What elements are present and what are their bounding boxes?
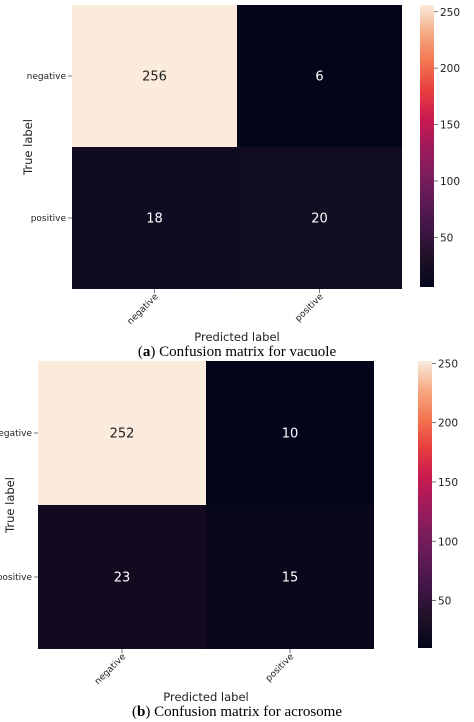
colorbar (420, 5, 434, 287)
colorbar-tick-label-150: 150 (438, 477, 458, 489)
colorbar-tick-label-100: 100 (438, 536, 458, 548)
cell-value-positive-positive: 20 (311, 212, 328, 227)
y-tick-label-negative: negative (0, 429, 32, 439)
heatmap-cell-positive-negative (38, 505, 206, 649)
x-tick-label-positive: positive (294, 292, 326, 324)
confusion-matrix-panel-b: 252 10 23 15 negative positive negative positiv… (0, 358, 458, 720)
cell-value-positive-positive: 15 (282, 571, 299, 586)
x-tick-label-negative: negative (93, 652, 128, 687)
x-axis-title: Predicted label (163, 690, 248, 704)
colorbar-tick-label-150: 150 (440, 120, 460, 132)
heatmap-cell-positive-positive (237, 147, 402, 289)
heatmap-cell-positive-negative (72, 147, 237, 289)
cell-value-positive-negative: 18 (146, 212, 163, 227)
x-tick-label-negative: negative (126, 292, 161, 327)
cell-value-negative-positive: 10 (282, 427, 299, 442)
caption-letter: b (137, 704, 145, 720)
heatmap-cell-negative-positive (206, 361, 374, 505)
heatmap-cell-negative-negative (38, 361, 206, 505)
y-tick-label-negative: negative (27, 72, 67, 82)
caption-a: (a) Confusion matrix for vacuole (138, 344, 337, 360)
colorbar-tick-label-50: 50 (438, 596, 451, 608)
heatmap-cell-negative-negative (72, 5, 237, 147)
colorbar-tick-label-200: 200 (440, 63, 460, 75)
caption-b: (b) Confusion matrix for acrosome (132, 704, 342, 720)
y-axis-title: True label (3, 477, 17, 534)
x-tick-label-positive: positive (264, 652, 296, 684)
colorbar-tick-label-250: 250 (438, 358, 458, 370)
x-axis-title: Predicted label (194, 330, 279, 344)
y-axis-title: True label (21, 119, 35, 176)
cell-value-negative-negative: 256 (142, 70, 167, 85)
cell-value-negative-positive: 6 (315, 70, 323, 85)
cell-value-negative-negative: 252 (110, 427, 135, 442)
colorbar-tick-label-200: 200 (438, 418, 458, 430)
colorbar-tick-label-250: 250 (440, 7, 460, 19)
caption-letter: a (143, 344, 151, 360)
heatmap-cell-negative-positive (237, 5, 402, 147)
y-tick-label-positive: positive (0, 573, 32, 583)
confusion-matrix-panel-a: 256 6 18 20 negative positive negative positive… (21, 5, 460, 360)
colorbar-tick-label-50: 50 (440, 232, 453, 244)
y-tick-label-positive: positive (31, 214, 67, 224)
colorbar-tick-label-100: 100 (440, 176, 460, 188)
cell-value-positive-negative: 23 (114, 571, 131, 586)
heatmap-cell-positive-positive (206, 505, 374, 649)
colorbar (418, 361, 432, 648)
